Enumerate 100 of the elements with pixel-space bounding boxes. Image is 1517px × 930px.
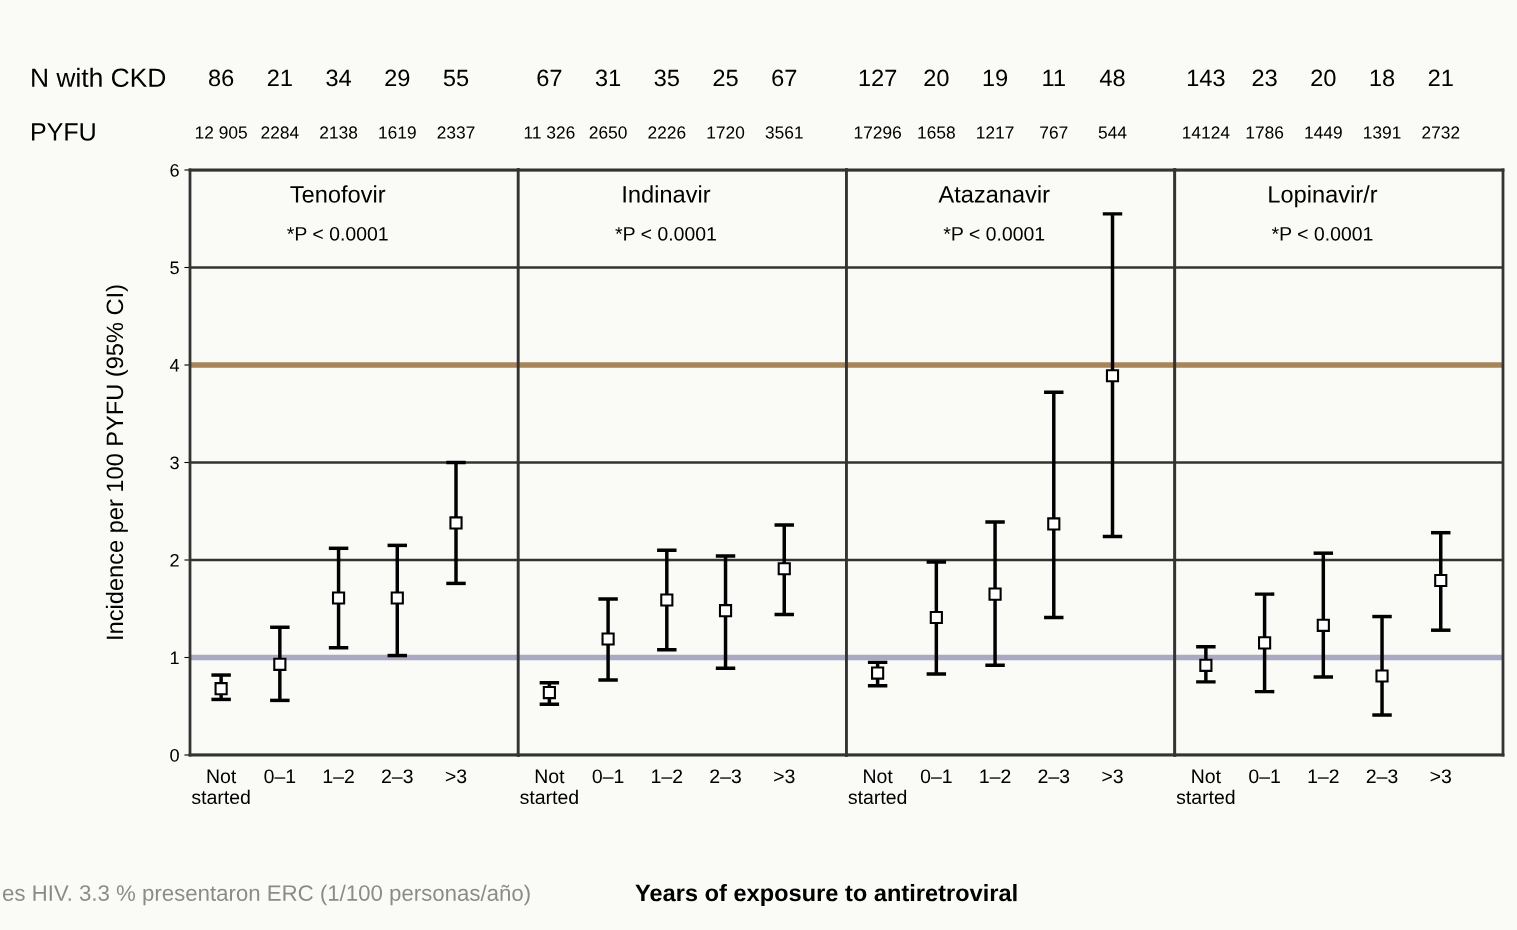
text: 1786 xyxy=(1246,126,1284,139)
text: 14124 xyxy=(1183,126,1230,139)
x-tick-label: 1–2 xyxy=(980,769,1011,783)
point xyxy=(331,591,346,605)
x-tick-label: 1–2 xyxy=(323,769,354,783)
text: 12 905 xyxy=(195,126,247,139)
point xyxy=(1047,517,1061,531)
text: 1720 xyxy=(707,126,745,139)
x-tick-label: Not started xyxy=(520,769,578,805)
text: 127 xyxy=(859,69,897,87)
y-tick-label: 4 xyxy=(169,359,180,372)
text: 29 xyxy=(385,69,410,87)
text: *P < 0.0001 xyxy=(615,226,716,241)
x-tick-label: 2–3 xyxy=(382,769,413,784)
text: Tenofovir xyxy=(290,185,386,203)
text: 48 xyxy=(1099,69,1125,87)
text: 35 xyxy=(654,69,679,87)
point xyxy=(390,591,404,605)
point xyxy=(1105,369,1120,383)
point xyxy=(273,657,287,671)
text: 67 xyxy=(772,69,797,87)
text: 1449 xyxy=(1305,126,1342,139)
x-tick-label: 2–3 xyxy=(710,769,741,784)
point xyxy=(1434,573,1448,588)
y-axis-title: Incidence per 100 PYFU (95% CI) xyxy=(105,285,128,639)
x-tick-label: Not started xyxy=(848,769,907,805)
text: 2284 xyxy=(261,126,299,139)
text: 2138 xyxy=(320,126,358,139)
text: 20 xyxy=(1311,69,1336,87)
y-tick-label: 3 xyxy=(170,456,179,470)
text: 17296 xyxy=(854,126,901,139)
point xyxy=(1199,658,1213,672)
x-tick-label: 0–1 xyxy=(264,769,296,784)
x-tick-label: 1–2 xyxy=(1308,769,1339,783)
text: 2650 xyxy=(589,126,627,139)
point xyxy=(660,593,674,607)
text: 34 xyxy=(326,69,352,87)
x-axis-title: Years of exposure to antiretroviral xyxy=(635,883,1017,907)
text: 2337 xyxy=(437,126,475,139)
text: 143 xyxy=(1187,69,1225,87)
text: 21 xyxy=(1428,69,1453,87)
text: Atazanavir xyxy=(938,185,1050,203)
point xyxy=(718,604,733,618)
y-tick-label: 6 xyxy=(170,163,179,177)
x-tick-label: 2–3 xyxy=(1366,769,1398,784)
text: *P < 0.0001 xyxy=(943,226,1045,241)
text: 21 xyxy=(267,69,292,87)
text: 31 xyxy=(595,69,621,87)
text: Lopinavir/r xyxy=(1269,185,1378,208)
x-tick-label: >3 xyxy=(1430,769,1451,784)
point xyxy=(1375,669,1389,683)
point xyxy=(871,666,885,680)
text: 18 xyxy=(1370,69,1395,87)
x-tick-label: >3 xyxy=(1102,769,1123,784)
text: 86 xyxy=(209,69,234,87)
x-tick-label: Not started xyxy=(191,769,250,805)
x-tick-label: >3 xyxy=(445,769,467,784)
x-tick-label: 0–1 xyxy=(920,769,952,784)
point xyxy=(929,610,943,625)
text: 2226 xyxy=(648,126,686,139)
point xyxy=(1316,618,1330,632)
x-tick-label: 1–2 xyxy=(652,769,683,783)
y-tick-label: 5 xyxy=(170,261,179,275)
y-tick-label: 1 xyxy=(170,651,179,665)
text: 2732 xyxy=(1422,126,1460,139)
text: 1391 xyxy=(1364,126,1401,139)
text: 20 xyxy=(924,69,949,87)
point xyxy=(988,587,1002,601)
point xyxy=(449,516,463,530)
text: 1658 xyxy=(918,126,955,139)
y-tick-label: 2 xyxy=(170,553,179,567)
point xyxy=(777,562,791,576)
text: *P < 0.0001 xyxy=(1271,226,1373,241)
text: 544 xyxy=(1098,126,1127,139)
point xyxy=(542,686,556,700)
text: 55 xyxy=(443,69,469,87)
y-tick-label: 0 xyxy=(170,748,179,762)
text: Indinavir xyxy=(623,185,711,203)
text: es HIV. 3.3 % presentaron ERC (1/100 personas/año) xyxy=(2,884,530,906)
text: *P < 0.0001 xyxy=(287,226,388,241)
text: 1619 xyxy=(379,126,416,139)
text: 11 xyxy=(1043,69,1065,87)
text: 767 xyxy=(1040,126,1068,139)
text: 1217 xyxy=(977,126,1014,139)
text: 3561 xyxy=(765,126,803,139)
text: N with CKD xyxy=(32,67,166,88)
text: 67 xyxy=(537,69,562,87)
x-tick-label: 0–1 xyxy=(1249,769,1280,784)
x-tick-label: Not started xyxy=(1176,769,1235,805)
x-tick-label: >3 xyxy=(774,769,795,784)
text: 23 xyxy=(1252,69,1277,87)
x-tick-label: 2–3 xyxy=(1038,769,1070,784)
text: 25 xyxy=(713,69,738,87)
text: 19 xyxy=(983,69,1008,87)
point xyxy=(1258,636,1272,650)
x-tick-label: 0–1 xyxy=(592,769,624,784)
point xyxy=(214,682,228,696)
point xyxy=(601,632,615,646)
text: PYFU xyxy=(32,123,95,141)
text: 11 326 xyxy=(524,126,575,139)
